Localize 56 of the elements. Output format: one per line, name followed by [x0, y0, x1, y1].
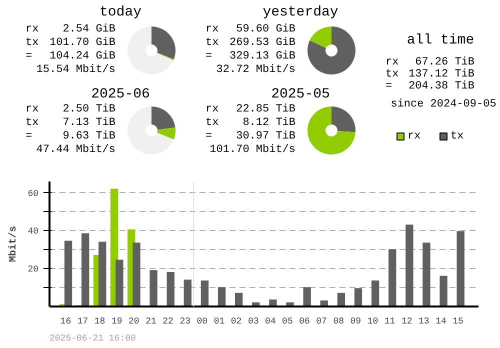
x-tick-label: 01	[214, 316, 225, 326]
x-tick-label: 09	[350, 316, 362, 326]
text: rx 2.50 TiB	[26, 104, 116, 116]
text: tx 101.70 GiB	[26, 37, 116, 49]
text: = 9.63 TiB	[26, 130, 116, 142]
x-tick-label: 03	[248, 316, 259, 326]
y-tick-label: 40	[28, 226, 39, 237]
y-tick-label: 20	[28, 264, 39, 275]
x-tick-label: 14	[436, 316, 446, 326]
legend-label: rx	[408, 130, 422, 142]
text: = 30.97 TiB	[206, 130, 296, 142]
text: 32.72 Mbit/s	[216, 64, 296, 76]
text: = 204.38 TiB	[386, 80, 475, 92]
y-axis-title: Mbit/s	[8, 226, 20, 262]
x-tick-label: 07	[316, 316, 327, 326]
x-tick-label: 10	[367, 316, 378, 326]
chart-title: 2025-06	[91, 86, 150, 102]
chart-title: 2025-05	[271, 86, 330, 102]
text: 47.44 Mbit/s	[36, 144, 116, 156]
x-tick-label: 15	[452, 316, 464, 326]
text: tx 269.53 GiB	[206, 37, 296, 49]
x-tick-label: 02	[230, 316, 242, 326]
x-tick-label: 18	[94, 316, 106, 326]
text: = 329.13 GiB	[206, 50, 296, 62]
x-tick-label: 12	[401, 316, 412, 326]
text: tx 137.12 TiB	[386, 68, 475, 80]
x-tick-label: 11	[384, 316, 396, 326]
text: rx 2.54 GiB	[26, 24, 116, 36]
x-tick-label: 20	[128, 316, 140, 326]
y-tick-label: 60	[28, 188, 39, 199]
text: tx 8.12 TiB	[206, 117, 296, 129]
text: tx 7.13 TiB	[26, 117, 116, 129]
text: 15.54 Mbit/s	[36, 64, 116, 76]
x-tick-label: 17	[77, 316, 88, 326]
text: 2025-06-21 16:00	[50, 334, 136, 344]
x-tick-label: 06	[299, 316, 310, 326]
x-tick-label: 23	[180, 316, 191, 326]
x-tick-label: 00	[196, 316, 208, 326]
x-tick-label: 08	[333, 316, 344, 326]
text: 101.70 Mbit/s	[210, 144, 296, 156]
x-tick-label: 16	[60, 316, 72, 326]
chart-title: today	[99, 4, 142, 20]
x-tick-label: 19	[111, 316, 122, 326]
text: all time	[406, 32, 474, 48]
text: rx 59.60 GiB	[206, 24, 296, 36]
x-tick-label: 22	[162, 316, 174, 326]
legend-label: tx	[450, 130, 464, 142]
x-tick-label: 21	[146, 316, 156, 326]
text: rx 67.26 TiB	[386, 56, 475, 68]
text: rx 22.85 TiB	[206, 104, 296, 116]
x-tick-label: 04	[264, 316, 276, 326]
text: = 104.24 GiB	[26, 50, 116, 62]
x-tick-label: 13	[418, 316, 430, 326]
x-tick-label: 05	[282, 316, 293, 326]
chart-title: yesterday	[262, 4, 338, 20]
text: since 2024-09-05	[390, 98, 496, 110]
